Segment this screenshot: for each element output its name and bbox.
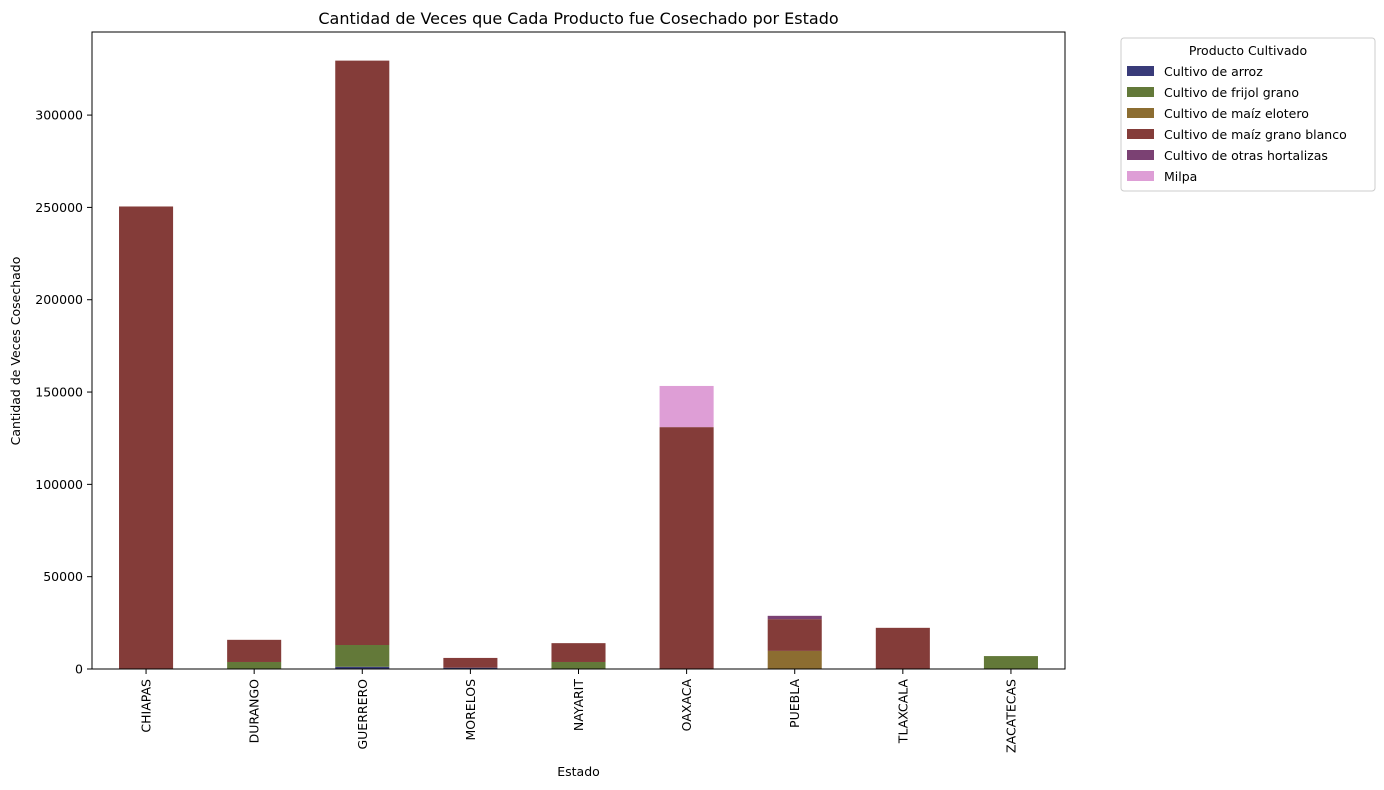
- bars: [119, 60, 1038, 669]
- x-tick-label: CHIAPAS: [139, 679, 154, 733]
- plot-frame: [91, 31, 1066, 670]
- bar-tlaxcala-series-3: [875, 627, 930, 669]
- x-tick-label: MORELOS: [463, 679, 478, 741]
- x-tick-label: PUEBLA: [787, 679, 802, 728]
- legend-label: Cultivo de maíz elotero: [1164, 106, 1309, 121]
- bar-guerrero-series-1: [335, 644, 390, 667]
- x-tick-label: OAXACA: [679, 679, 694, 732]
- x-axis: CHIAPAS DURANGO GUERRERO MORELOS NAYARIT OAXA…: [139, 669, 1018, 753]
- y-tick-label: 250000: [35, 200, 83, 215]
- bar-durango-series-1: [227, 661, 282, 669]
- legend-swatch: [1127, 171, 1154, 181]
- y-tick-label: 50000: [43, 569, 83, 584]
- y-tick-label: 300000: [35, 108, 83, 123]
- legend-swatch: [1127, 87, 1154, 97]
- bar-oaxaca-series-5: [659, 385, 714, 428]
- legend-label: Cultivo de arroz: [1164, 64, 1263, 79]
- y-axis-label: Cantidad de Veces Cosechado: [8, 257, 23, 446]
- legend-label: Cultivo de otras hortalizas: [1164, 148, 1328, 163]
- bar-zacatecas-series-1: [983, 656, 1038, 669]
- legend-label: Cultivo de maíz grano blanco: [1164, 127, 1347, 142]
- legend-label: Milpa: [1164, 169, 1197, 184]
- bar-guerrero-series-3: [335, 60, 390, 645]
- legend-swatch: [1127, 108, 1154, 118]
- bar-durango-series-3: [227, 639, 282, 662]
- legend-swatch: [1127, 150, 1154, 160]
- x-axis-label: Estado: [557, 764, 600, 779]
- bar-chiapas-series-3: [119, 206, 174, 669]
- legend-frame: [1120, 37, 1376, 192]
- legend-label: Cultivo de frijol grano: [1164, 85, 1299, 100]
- bar-morelos-series-3: [443, 657, 498, 668]
- bar-morelos-series-0: [443, 667, 498, 669]
- chart-title: Cantidad de Veces que Cada Producto fue …: [318, 9, 838, 28]
- bar-oaxaca-series-3: [659, 427, 714, 669]
- legend-swatch: [1127, 129, 1154, 139]
- x-tick-label: NAYARIT: [571, 679, 586, 732]
- y-axis: 0 50000 100000 150000 200000 250000 300000: [35, 108, 92, 677]
- bar-puebla-series-2: [767, 650, 822, 669]
- y-tick-label: 200000: [35, 292, 83, 307]
- bar-puebla-series-3: [767, 619, 822, 651]
- y-tick-label: 0: [75, 662, 83, 677]
- x-tick-label: DURANGO: [247, 679, 262, 744]
- legend-title: Producto Cultivado: [1189, 43, 1307, 58]
- x-tick-label: TLAXCALA: [895, 679, 910, 745]
- x-tick-label: GUERRERO: [355, 679, 370, 750]
- y-tick-label: 100000: [35, 477, 83, 492]
- bar-puebla-series-4: [767, 615, 822, 620]
- bar-nayarit-series-1: [551, 661, 606, 669]
- x-tick-label: ZACATECAS: [1003, 679, 1018, 753]
- legend: Producto Cultivado Cultivo de arroz Culti…: [1120, 37, 1376, 192]
- bar-guerrero-series-0: [335, 666, 390, 669]
- y-tick-label: 150000: [35, 385, 83, 400]
- legend-swatch: [1127, 66, 1154, 76]
- bar-nayarit-series-3: [551, 643, 606, 662]
